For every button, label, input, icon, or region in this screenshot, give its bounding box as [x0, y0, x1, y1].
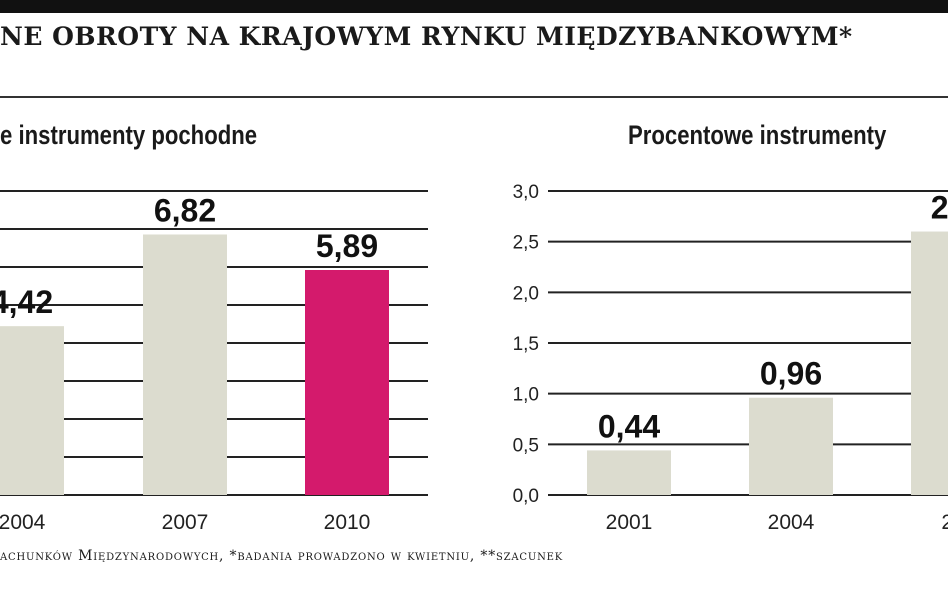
left-value-label-2004: 4,42: [0, 284, 53, 320]
right-value-label-2: 2,6: [931, 190, 948, 226]
right-bar-20: [911, 231, 948, 496]
left-category-label-2007: 2007: [162, 511, 209, 534]
right-category-label-0: 2001: [606, 511, 653, 534]
right-ytick-label-2: 1,0: [513, 385, 539, 406]
source-footnote: achunków Międzynarodowych, *badania prow…: [0, 548, 564, 564]
right-ytick-label-5: 2,5: [513, 233, 539, 254]
right-ytick-label-0: 0,0: [513, 486, 539, 507]
right-ytick-label-1: 0,5: [513, 435, 539, 456]
left-category-label-2004: 2004: [0, 511, 46, 534]
left-bar-2004: [0, 326, 64, 495]
right-ytick-label-6: 3,0: [513, 182, 539, 203]
top-black-bar: [0, 0, 948, 13]
right-panel-title: Procentowe instrumenty: [628, 120, 887, 150]
right-bar-2001: [587, 450, 671, 495]
left-panel-title: e instrumenty pochodne: [0, 120, 258, 150]
left-value-label-2010: 5,89: [316, 228, 378, 264]
right-category-label-2: 20: [941, 511, 948, 534]
title-divider: [0, 96, 948, 98]
left-value-label-2007: 6,82: [154, 192, 216, 228]
right-ytick-label-4: 2,0: [513, 283, 539, 304]
left-category-label-2010: 2010: [324, 511, 371, 534]
right-category-label-1: 2004: [768, 511, 815, 534]
right-value-label-0: 0,44: [598, 408, 660, 444]
chart-main-title: NE OBROTY NA KRAJOWYM RYNKU MIĘDZYBANKOW…: [0, 22, 853, 51]
right-value-label-1: 0,96: [760, 356, 822, 392]
right-ytick-label-3: 1,5: [513, 334, 539, 355]
right-bar-2004: [749, 397, 833, 495]
left-bar-2007: [143, 234, 227, 495]
left-bar-2010: [305, 270, 389, 495]
